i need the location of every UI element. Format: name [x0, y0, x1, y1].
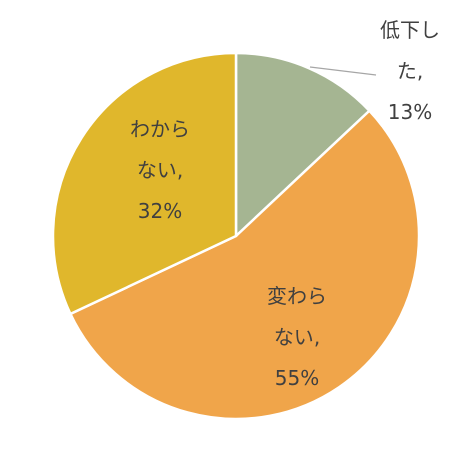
- separator: ,: [416, 59, 424, 83]
- data-label: 低下した, 13%: [377, 10, 443, 133]
- data-label: 変わらない, 55%: [264, 276, 330, 399]
- pie-slice: [51, 51, 238, 316]
- separator: ,: [313, 325, 321, 349]
- pie-slice: [234, 51, 372, 239]
- value-label: 32%: [137, 199, 183, 223]
- category-label: わからない: [130, 117, 190, 182]
- separator: ,: [176, 158, 184, 182]
- category-label: 低下した: [380, 18, 440, 83]
- data-label: わからない, 32%: [127, 109, 193, 232]
- pie-slice: [68, 108, 421, 421]
- leader-line: [309, 66, 377, 76]
- value-label: 55%: [274, 366, 320, 390]
- value-label: 13%: [387, 100, 433, 124]
- category-label: 変わらない: [267, 284, 327, 349]
